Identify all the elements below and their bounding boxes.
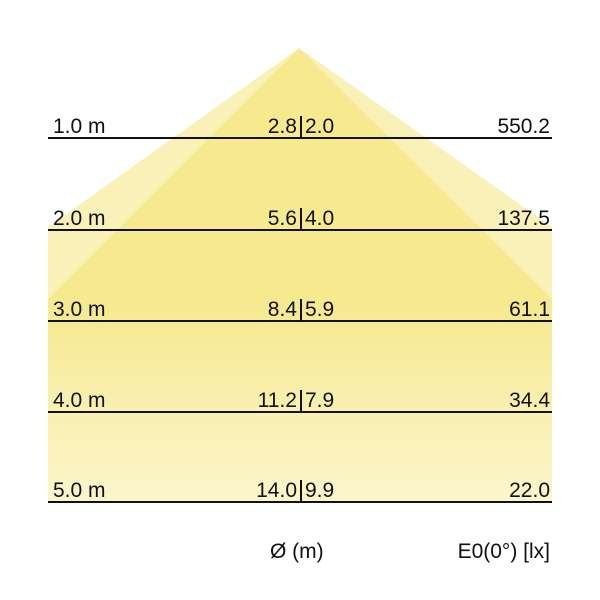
distance-label: 1.0 m <box>53 115 106 138</box>
diameter-separator <box>300 116 302 138</box>
diameter-c0-value: 14.0 <box>256 479 297 502</box>
diameter-separator <box>300 208 302 230</box>
diameter-separator <box>300 299 302 321</box>
illuminance-value: 61.1 <box>509 298 550 321</box>
illuminance-value: 550.2 <box>497 115 550 138</box>
diameter-c0-value: 2.8 <box>267 115 297 138</box>
distance-label: 5.0 m <box>53 479 106 502</box>
diameter-separator <box>300 390 302 412</box>
distance-label: 2.0 m <box>53 207 106 230</box>
distance-label: 3.0 m <box>53 298 106 321</box>
diameter-c0-value: 11.2 <box>257 389 297 412</box>
distance-line <box>48 137 552 139</box>
diameter-c90-value: 4.0 <box>305 207 335 230</box>
diameter-c90-value: 7.9 <box>305 389 335 412</box>
diameter-column-label: Ø (m) <box>270 540 324 563</box>
illuminance-value: 34.4 <box>509 389 550 412</box>
distance-line <box>48 320 552 322</box>
distance-line <box>48 411 552 413</box>
distance-line <box>48 229 552 231</box>
diameter-c0-value: 5.6 <box>267 207 297 230</box>
diameter-c0-value: 8.4 <box>267 298 297 321</box>
diameter-c90-value: 5.9 <box>305 298 335 321</box>
distance-line <box>48 501 552 503</box>
illuminance-value: 22.0 <box>509 479 550 502</box>
diameter-separator <box>300 480 302 502</box>
illuminance-column-label: E0(0°) [lx] <box>457 540 550 563</box>
diameter-c90-value: 2.0 <box>305 115 335 138</box>
distance-label: 4.0 m <box>53 389 106 412</box>
illuminance-value: 137.5 <box>497 207 550 230</box>
diameter-c90-value: 9.9 <box>305 479 335 502</box>
